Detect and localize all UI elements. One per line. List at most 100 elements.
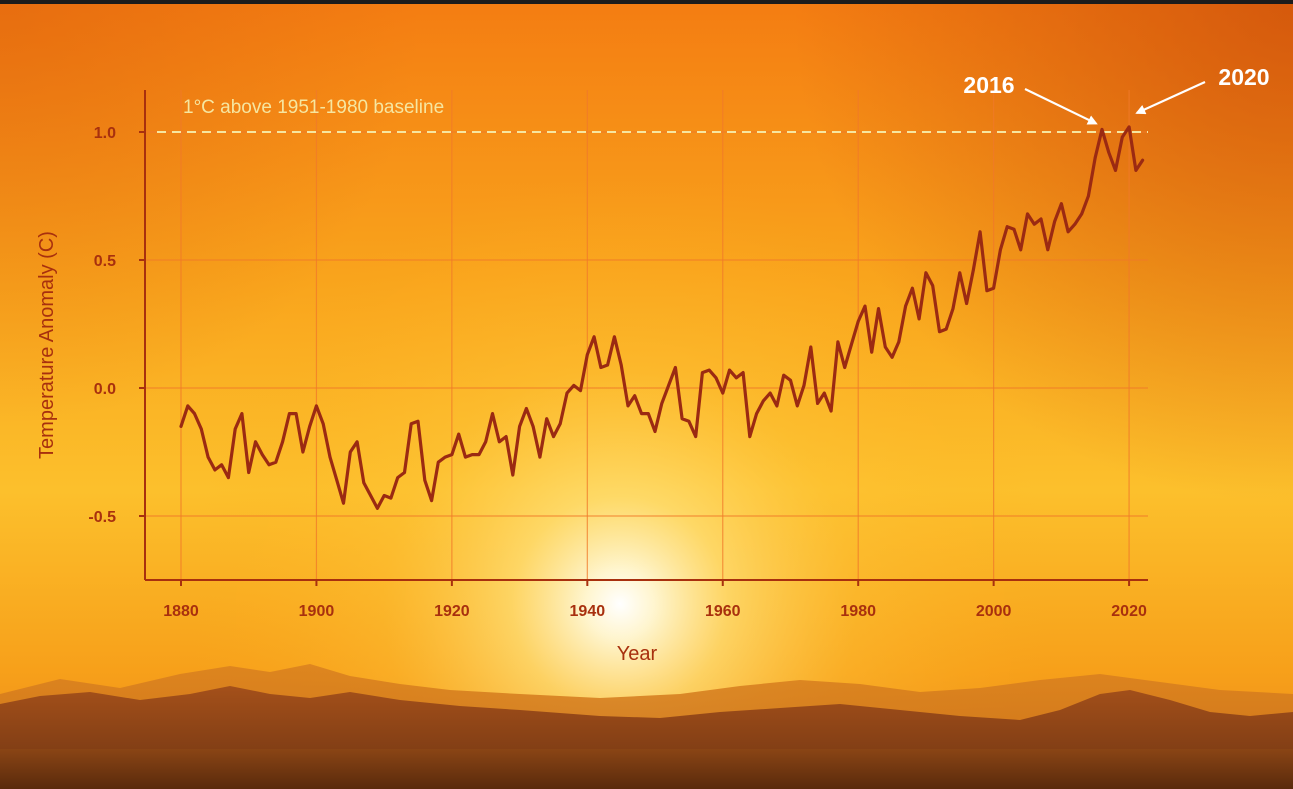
data-point-2022 (1141, 158, 1144, 162)
data-point-1990 (924, 271, 928, 275)
axes (144, 90, 1148, 581)
y-tick-label: -0.5 (88, 509, 116, 526)
data-point-1918 (437, 460, 440, 464)
data-point-1984 (883, 345, 887, 349)
data-point-2018 (1114, 169, 1117, 172)
data-point-1903 (335, 478, 339, 482)
data-point-1954 (680, 417, 684, 421)
data-point-1889 (240, 412, 244, 415)
data-point-1962 (735, 376, 738, 380)
data-point-1885 (213, 468, 217, 472)
data-point-1941 (592, 335, 596, 339)
y-tick-label: 1.0 (94, 125, 116, 142)
data-point-1978 (843, 366, 846, 369)
x-tick-label: 1880 (163, 603, 199, 620)
data-point-1908 (369, 494, 372, 497)
data-point-1924 (477, 453, 481, 456)
data-point-1989 (917, 317, 921, 321)
temperature-series-line (179, 125, 1145, 510)
data-point-1974 (816, 402, 819, 405)
data-point-1909 (376, 507, 379, 510)
callout-label-2016: 2016 (963, 72, 1014, 98)
data-point-2017 (1107, 151, 1111, 154)
data-point-1971 (795, 404, 799, 408)
data-point-1939 (579, 389, 582, 392)
data-point-1916 (423, 478, 427, 482)
data-point-1993 (944, 327, 948, 331)
data-point-1923 (470, 453, 474, 456)
data-point-1900 (315, 404, 318, 408)
data-point-1888 (233, 427, 237, 431)
data-point-1973 (809, 345, 813, 349)
window-top-bar (0, 0, 1293, 4)
data-point-1991 (931, 284, 934, 287)
data-point-1927 (497, 440, 501, 444)
data-point-2021 (1134, 169, 1138, 172)
data-point-1996 (965, 302, 968, 305)
data-point-1902 (328, 455, 332, 459)
data-point-1896 (288, 412, 291, 415)
data-point-1976 (829, 409, 833, 413)
data-point-1970 (789, 379, 792, 382)
data-point-2005 (1026, 212, 1029, 216)
data-point-1915 (416, 419, 420, 423)
data-point-1913 (403, 471, 406, 474)
data-point-1942 (599, 366, 603, 369)
data-point-1914 (409, 422, 413, 426)
x-tick-label: 1980 (840, 603, 876, 620)
data-point-1920 (450, 453, 454, 456)
data-point-1980 (856, 320, 860, 323)
data-point-1995 (958, 271, 962, 275)
data-point-1892 (260, 453, 264, 456)
data-point-1994 (951, 307, 955, 310)
data-point-1905 (349, 450, 352, 454)
data-point-2011 (1066, 230, 1070, 234)
data-point-2010 (1060, 202, 1063, 205)
data-point-1988 (911, 286, 914, 290)
data-point-1987 (904, 304, 907, 308)
data-point-2015 (1093, 156, 1097, 159)
ground-band (0, 749, 1293, 789)
data-point-2007 (1039, 217, 1043, 221)
data-point-2012 (1073, 222, 1077, 226)
data-point-1934 (545, 417, 548, 421)
data-point-2016 (1100, 128, 1104, 131)
grid-lines (145, 90, 1148, 580)
y-tick-label: 0.5 (94, 253, 116, 270)
data-point-1944 (613, 335, 616, 339)
y-tick-label: 0.0 (94, 381, 116, 398)
x-tick-label: 1940 (570, 603, 606, 620)
data-point-1997 (972, 268, 975, 272)
data-point-1898 (301, 450, 305, 454)
data-point-1985 (890, 355, 894, 359)
callout-arrow-2020 (1135, 80, 1206, 115)
y-axis-label: Temperature Anomaly (C) (36, 231, 58, 459)
data-points (179, 125, 1144, 510)
data-point-2003 (1012, 227, 1016, 231)
baseline-reference-label: 1°C above 1951-1980 baseline (183, 97, 444, 118)
data-point-1880 (179, 425, 183, 428)
data-point-2002 (1005, 225, 1009, 229)
data-point-2020 (1127, 125, 1131, 129)
data-point-2013 (1080, 212, 1083, 216)
data-point-1894 (274, 460, 278, 464)
sunset-background (0, 4, 1293, 789)
x-tick-label: 2000 (976, 603, 1012, 620)
data-point-1998 (978, 230, 982, 234)
data-point-1890 (247, 471, 251, 474)
data-point-1958 (707, 368, 711, 372)
data-point-1929 (511, 473, 515, 477)
data-point-1926 (491, 412, 494, 415)
data-point-1982 (870, 350, 874, 354)
data-point-1967 (768, 391, 772, 395)
data-point-1930 (518, 425, 521, 428)
data-point-1951 (660, 402, 664, 405)
data-point-1922 (464, 455, 467, 459)
data-point-1906 (355, 440, 359, 444)
data-point-1957 (701, 371, 704, 374)
data-point-1955 (687, 419, 691, 423)
data-point-1936 (558, 422, 562, 426)
data-point-1928 (504, 435, 508, 438)
data-point-2019 (1121, 135, 1124, 139)
